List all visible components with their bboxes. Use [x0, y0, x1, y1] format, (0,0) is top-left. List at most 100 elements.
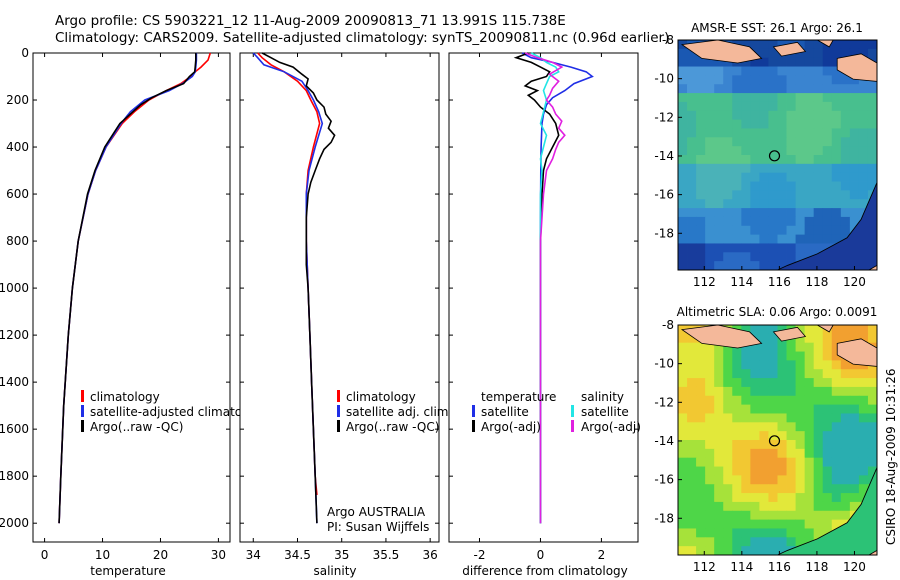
map-x-tick-label: 116: [768, 560, 791, 574]
heatmap-cell: [741, 84, 751, 94]
heatmap-cell: [849, 448, 860, 459]
heatmap-cell: [813, 199, 824, 209]
heatmap-cell: [786, 155, 796, 165]
heatmap-cell: [732, 484, 742, 494]
heatmap-cell: [822, 360, 833, 370]
sla-x-ticks: 112 114 116 118 120: [693, 551, 866, 574]
heatmap-cell: [732, 501, 742, 512]
heatmap-cell: [723, 351, 733, 361]
heatmap-cell: [777, 75, 787, 85]
heatmap-cell: [795, 57, 806, 67]
map-y-tick-label: -18: [654, 511, 674, 525]
heatmap-cell: [750, 440, 760, 450]
heatmap-cell: [741, 181, 751, 191]
heatmap-cell: [831, 466, 842, 476]
heatmap-cell: [723, 225, 733, 236]
heatmap-cell: [804, 360, 815, 370]
heatmap-cell: [768, 40, 778, 50]
heatmap-cell: [804, 404, 815, 414]
sst-map-title: AMSR-E SST: 26.1 Argo: 26.1: [691, 21, 863, 35]
heatmap-cell: [867, 93, 878, 103]
map-x-tick-label: 118: [805, 560, 828, 574]
heatmap-cell: [840, 84, 851, 94]
heatmap-cell: [723, 413, 733, 423]
heatmap-cell: [804, 413, 815, 423]
heatmap-cell: [849, 475, 860, 485]
heatmap-cell: [732, 208, 742, 218]
sst-x-ticks: 112 114 116 118 120: [693, 266, 866, 289]
heatmap-cell: [723, 378, 733, 388]
heatmap-cell: [678, 243, 688, 253]
heatmap-cell: [696, 386, 706, 397]
heatmap-cell: [741, 342, 751, 352]
map-y-tick-label: -18: [654, 226, 674, 240]
heatmap-cell: [750, 57, 760, 67]
heatmap-cell: [714, 360, 724, 370]
heatmap-cell: [840, 360, 851, 370]
heatmap-cell: [777, 181, 787, 191]
heatmap-cell: [705, 190, 715, 200]
heatmap-cell: [768, 163, 778, 174]
heatmap-cell: [714, 493, 724, 503]
heatmap-cell: [867, 369, 878, 379]
heatmap-cell: [714, 155, 724, 165]
heatmap-cell: [705, 351, 715, 361]
heatmap-cell: [714, 404, 724, 414]
heatmap-cell: [813, 119, 824, 129]
heatmap-cell: [831, 181, 842, 191]
heatmap-cell: [822, 413, 833, 423]
heatmap-cell: [840, 146, 851, 156]
heatmap-cell: [849, 493, 860, 503]
heatmap-cell: [678, 519, 688, 529]
heatmap-cell: [831, 93, 842, 103]
heatmap-cell: [714, 510, 724, 521]
heatmap-cell: [759, 325, 769, 335]
heatmap-cell: [777, 66, 787, 76]
y-tick-label: 2000: [0, 516, 29, 530]
heatmap-cell: [759, 466, 769, 476]
heatmap-cell: [795, 128, 806, 138]
heatmap-cell: [723, 493, 733, 503]
shelf-region: [777, 467, 877, 555]
heatmap-cell: [822, 216, 833, 227]
heatmap-cell: [858, 386, 869, 397]
heatmap-cell: [840, 440, 851, 450]
shelf-region: [777, 182, 877, 270]
heatmap-cell: [804, 40, 815, 50]
heatmap-cell: [795, 190, 806, 200]
heatmap-cell: [705, 431, 715, 441]
heatmap-cell: [804, 440, 815, 450]
heatmap-cell: [696, 119, 706, 129]
island-landmass: [772, 326, 807, 342]
heatmap-cell: [768, 57, 778, 67]
heatmap-cell: [813, 501, 824, 512]
heatmap-cell: [822, 75, 833, 85]
heatmap-cell: [723, 101, 733, 112]
heatmap-cell: [768, 66, 778, 76]
heatmap-cell: [741, 457, 751, 467]
heatmap-cell: [858, 119, 869, 129]
heatmap-cell: [786, 146, 796, 156]
heatmap-cell: [696, 537, 706, 547]
heatmap-cell: [813, 181, 824, 191]
heatmap-cell: [705, 493, 715, 503]
legend-swatch-sal-argo: [571, 420, 574, 432]
heatmap-cell: [804, 342, 815, 352]
heatmap-cell: [858, 40, 869, 50]
heatmap-cell: [714, 413, 724, 423]
heatmap-cell: [777, 119, 787, 129]
heatmap-cell: [777, 395, 787, 406]
heatmap-cell: [705, 413, 715, 423]
heatmap-cell: [804, 448, 815, 459]
heatmap-cell: [795, 537, 806, 547]
heatmap-cell: [705, 448, 715, 459]
heatmap-cell: [777, 128, 787, 138]
x-tick-label: 2: [598, 548, 606, 562]
heatmap-cell: [687, 225, 697, 236]
heatmap-cell: [714, 163, 724, 174]
heatmap-cell: [795, 172, 806, 182]
heatmap-cell: [831, 475, 842, 485]
heatmap-cell: [786, 528, 796, 538]
heatmap-cell: [786, 466, 796, 476]
